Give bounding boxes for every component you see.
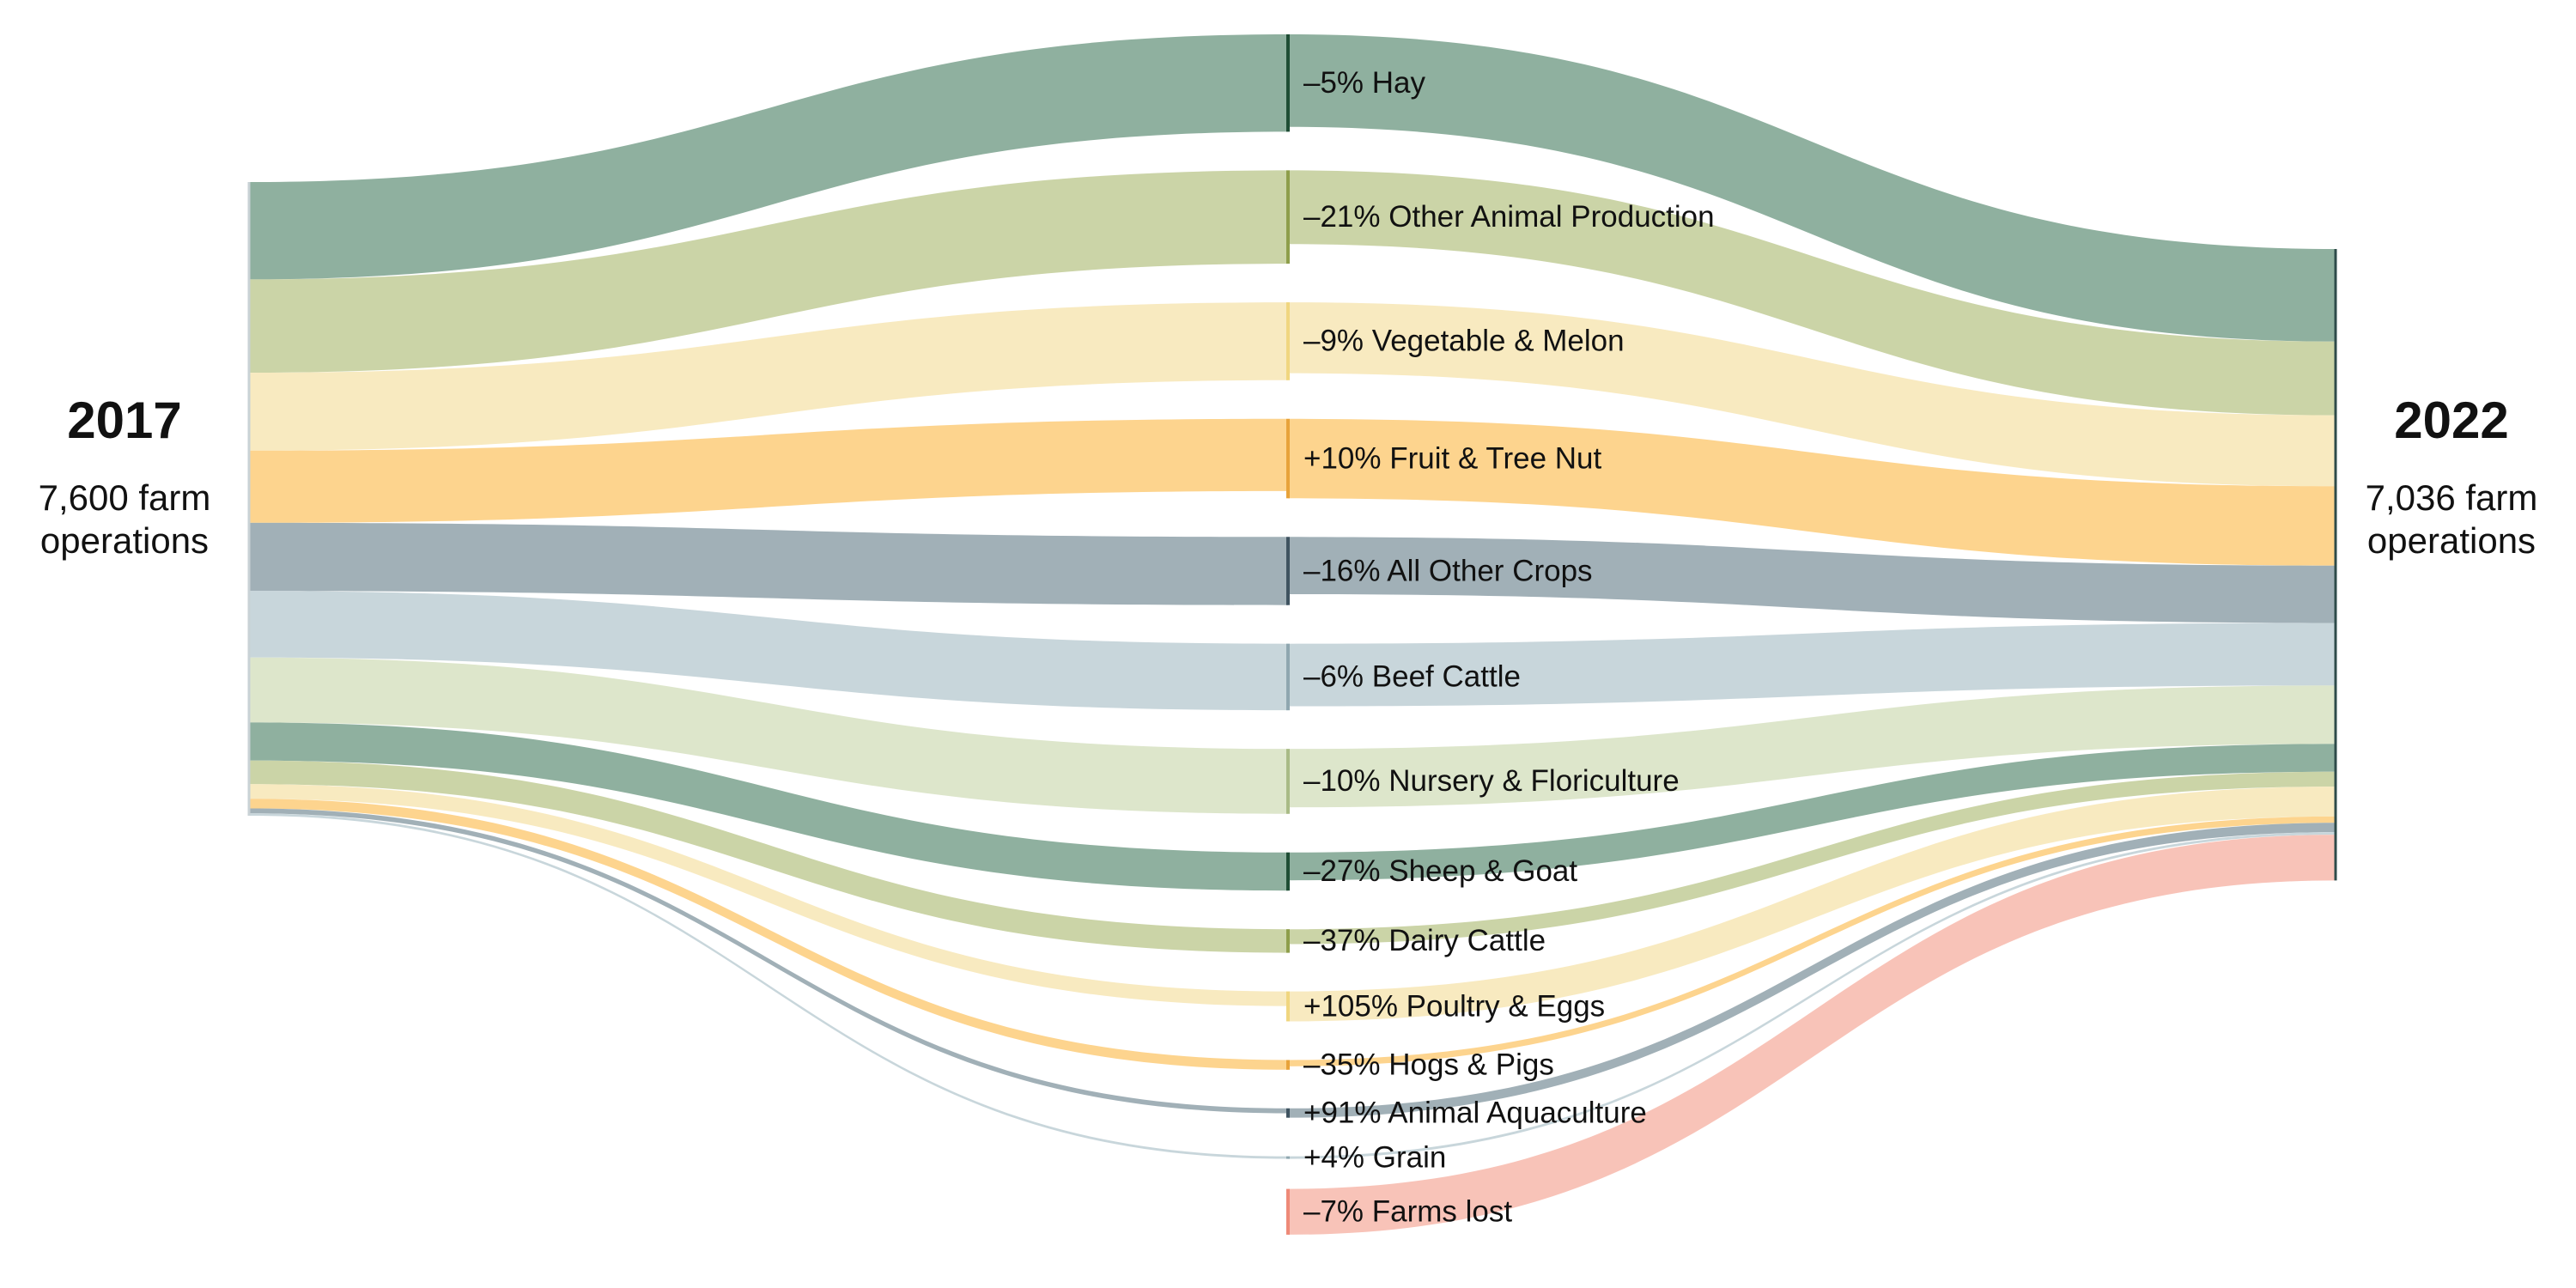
flow-2022-grain (1288, 832, 2336, 1159)
label-nursery: –10% Nursery & Floriculture (1303, 764, 1680, 798)
flow-2017-vegetable (249, 302, 1288, 451)
left-year: 2017 (67, 392, 182, 449)
flow-2022-hogs (1288, 816, 2336, 1066)
flow-2017-dairy (249, 760, 1288, 953)
label-other_animal: –21% Other Animal Production (1303, 200, 1715, 234)
left-operations: 7,600 farm operations (13, 477, 236, 562)
node-vegetable (1286, 302, 1290, 380)
node-aquaculture (1286, 1108, 1290, 1118)
node-poultry (1286, 991, 1290, 1022)
label-farms-lost: –7% Farms lost (1303, 1195, 1512, 1229)
left-header: 2017 7,600 farm operations (13, 391, 236, 562)
label-sheep_goat: –27% Sheep & Goat (1303, 854, 1577, 888)
node-all_other_crops (1286, 537, 1290, 605)
label-poultry: +105% Poultry & Eggs (1303, 989, 1605, 1023)
node-grain (1286, 1156, 1290, 1159)
flow-2022-poultry (1288, 787, 2336, 1022)
label-all_other_crops: –16% All Other Crops (1303, 554, 1593, 587)
node-hogs (1286, 1060, 1290, 1070)
category-labels: –5% Hay –21% Other Animal Production –9% V… (1303, 66, 1715, 1229)
label-aquaculture: +91% Animal Aquaculture (1303, 1096, 1647, 1129)
node-dairy (1286, 929, 1290, 953)
flow-2017-sheep_goat (249, 722, 1288, 891)
flow-2017-aquaculture (249, 808, 1288, 1114)
flow-2017-poultry (249, 784, 1288, 1006)
flow-2017-other_animal (249, 170, 1288, 374)
flow-2017-grain (249, 813, 1288, 1159)
flow-2017-hay (249, 34, 1288, 280)
right-year: 2022 (2394, 392, 2509, 449)
right-operations-line1: 7,036 farm (2365, 477, 2538, 518)
flow-2017-hogs (249, 799, 1288, 1070)
node-fruit (1286, 418, 1290, 499)
flow-2022-all_other_crops (1288, 537, 2336, 623)
flows-2017 (249, 34, 1288, 1159)
flow-2022-aquaculture (1288, 823, 2336, 1118)
flow-2017-beef (249, 591, 1288, 711)
label-hogs: –35% Hogs & Pigs (1303, 1048, 1554, 1081)
label-grain: +4% Grain (1303, 1140, 1446, 1174)
node-nursery (1286, 749, 1290, 814)
right-operations-line2: operations (2366, 520, 2537, 561)
node-farms-lost (1286, 1188, 1290, 1235)
flow-2022-fruit (1288, 418, 2336, 566)
flows-2022 (1288, 34, 2336, 1235)
node-beef (1286, 643, 1290, 711)
flow-2022-nursery (1288, 685, 2336, 808)
left-operations-line2: operations (39, 520, 210, 561)
label-beef: –6% Beef Cattle (1303, 660, 1521, 694)
flow-2022-beef (1288, 623, 2336, 707)
right-operations: 7,036 farm operations (2340, 477, 2563, 562)
flow-2022-hay (1288, 34, 2336, 342)
label-hay: –5% Hay (1303, 66, 1426, 100)
flow-2022-other_animal (1288, 170, 2336, 416)
left-operations-line1: 7,600 farm (38, 477, 211, 518)
flow-2017-all_other_crops (249, 522, 1288, 605)
flow-2022-vegetable (1288, 302, 2336, 487)
label-dairy: –37% Dairy Cattle (1303, 924, 1546, 957)
node-sheep_goat (1286, 852, 1290, 891)
category-nodes (1286, 34, 1290, 1235)
right-header: 2022 7,036 farm operations (2340, 391, 2563, 562)
flow-2017-fruit (249, 418, 1288, 523)
label-vegetable: –9% Vegetable & Melon (1303, 325, 1625, 358)
flow-2017-nursery (249, 657, 1288, 814)
flow-2022-sheep_goat (1288, 744, 2336, 881)
flow-farms-lost (1288, 835, 2336, 1235)
label-fruit: +10% Fruit & Tree Nut (1303, 441, 1602, 475)
node-hay (1286, 34, 1290, 132)
flow-2022-dairy (1288, 771, 2336, 945)
node-other_animal (1286, 170, 1290, 264)
